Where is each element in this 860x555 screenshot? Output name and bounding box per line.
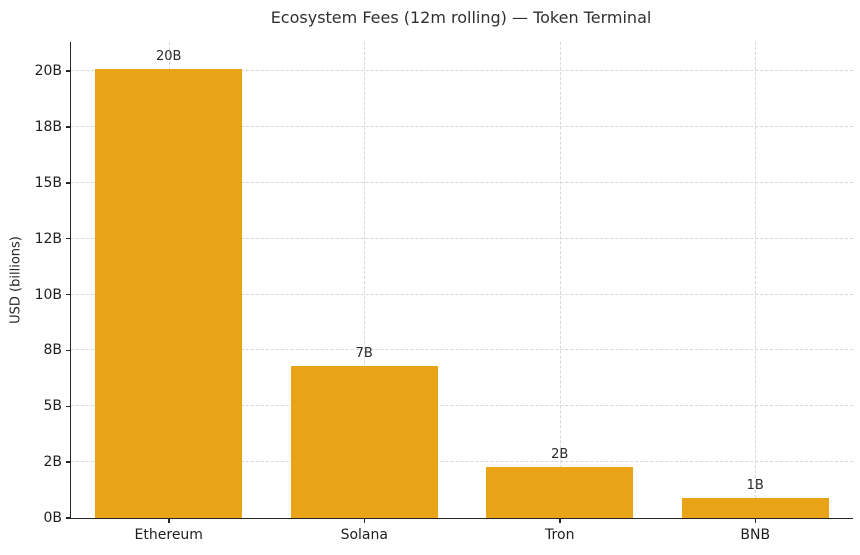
y-tick-mark xyxy=(66,293,71,296)
y-gridline xyxy=(71,181,853,183)
bar-value-label: 7B xyxy=(355,346,373,362)
x-tick-label: Tron xyxy=(545,527,575,543)
bar-value-label: 1B xyxy=(746,477,764,493)
x-gridline xyxy=(755,42,757,518)
x-tick-mark xyxy=(168,518,170,523)
y-tick-label: 0B xyxy=(43,510,62,526)
y-tick-mark xyxy=(66,405,71,408)
y-tick-mark xyxy=(66,461,71,463)
y-tick-label: 15B xyxy=(34,174,62,191)
y-tick-label: 20B xyxy=(34,63,62,80)
bar-value-label: 20B xyxy=(156,48,182,64)
y-gridline xyxy=(71,293,853,295)
y-gridline xyxy=(71,70,853,72)
bar xyxy=(95,68,243,518)
y-gridline xyxy=(71,237,853,239)
y-tick-mark xyxy=(66,126,71,128)
y-gridline xyxy=(71,349,853,351)
y-tick-mark xyxy=(66,237,71,240)
y-tick-label: 10B xyxy=(34,286,62,303)
y-tick-label: 8B xyxy=(43,342,62,359)
y-tick-label: 18B xyxy=(34,118,62,135)
y-axis-label: USD (billions) xyxy=(8,236,24,324)
y-tick-mark xyxy=(66,70,71,72)
y-tick-mark xyxy=(66,349,71,352)
x-tick-label: Solana xyxy=(340,527,388,543)
x-tick-label: Ethereum xyxy=(134,527,203,543)
x-tick-label: BNB xyxy=(740,527,771,543)
x-gridline xyxy=(364,42,366,518)
y-gridline xyxy=(71,461,853,463)
bar xyxy=(486,466,634,518)
y-tick-label: 2B xyxy=(43,454,62,471)
y-tick-label: 12B xyxy=(34,230,62,247)
plot-area: 0B 2B 5B 8B 10B 12B 15B 18B 20B Ethereum 20B Solana… xyxy=(35,42,853,543)
y-tick-mark xyxy=(66,517,71,519)
x-tick-mark xyxy=(363,518,365,523)
x-tick-mark xyxy=(754,518,756,523)
y-tick-label: 5B xyxy=(43,398,62,415)
x-gridline xyxy=(559,42,561,518)
bar xyxy=(681,497,829,518)
y-tick-mark xyxy=(66,182,71,184)
y-gridline xyxy=(71,125,853,127)
x-tick-mark xyxy=(559,518,561,523)
bar xyxy=(290,366,438,518)
chart-title: Ecosystem Fees (12m rolling) — Token Ter… xyxy=(270,8,652,27)
y-gridline xyxy=(71,405,853,407)
bar-value-label: 2B xyxy=(551,446,569,462)
